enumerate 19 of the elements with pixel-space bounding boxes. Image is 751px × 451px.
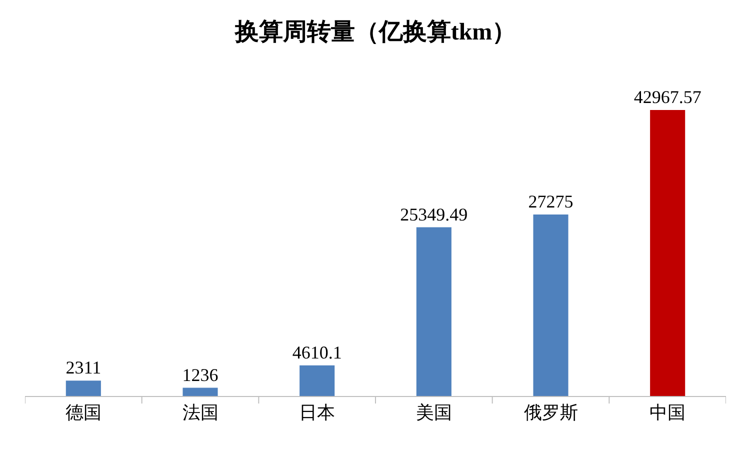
chart-title: 换算周转量（亿换算tkm） <box>234 18 516 46</box>
data-label: 25349.49 <box>400 204 468 224</box>
data-label: 2311 <box>66 358 102 378</box>
bar <box>416 227 452 396</box>
x-tick-label: 中国 <box>650 402 686 423</box>
data-label: 4610.1 <box>292 342 342 362</box>
bar <box>650 110 686 396</box>
x-tick-label: 德国 <box>65 402 102 423</box>
x-tick-label: 法国 <box>182 402 218 423</box>
data-label: 1236 <box>182 364 218 385</box>
x-tick-label: 美国 <box>416 402 452 423</box>
x-tick-label: 日本 <box>299 402 336 423</box>
data-label: 27275 <box>528 191 574 212</box>
bar <box>182 388 218 396</box>
bar <box>533 214 568 396</box>
x-tick-label: 俄罗斯 <box>524 402 578 423</box>
bar <box>66 380 101 396</box>
data-label: 42967.57 <box>634 87 702 108</box>
bar <box>300 365 335 396</box>
